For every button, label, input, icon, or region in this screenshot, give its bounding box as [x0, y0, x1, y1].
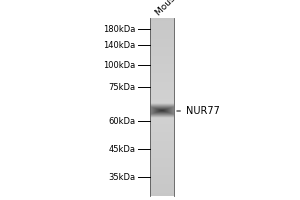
Text: 180kDa: 180kDa [103, 24, 136, 33]
Text: Mouse testis: Mouse testis [154, 0, 201, 17]
Text: 45kDa: 45kDa [109, 144, 136, 154]
Text: NUR77: NUR77 [177, 106, 220, 116]
Text: 60kDa: 60kDa [109, 116, 136, 126]
Text: 140kDa: 140kDa [103, 40, 136, 49]
Text: 75kDa: 75kDa [109, 82, 136, 92]
Text: 35kDa: 35kDa [109, 172, 136, 182]
Text: 100kDa: 100kDa [103, 60, 136, 70]
